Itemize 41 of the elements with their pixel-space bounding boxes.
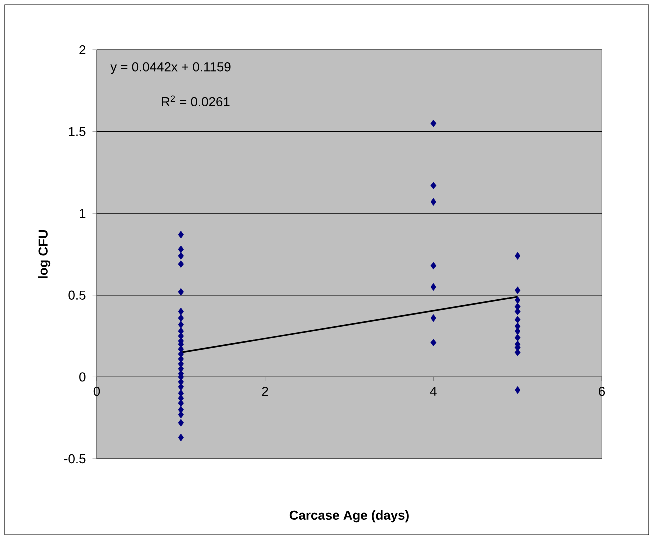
y-axis-title: log CFU — [38, 230, 51, 278]
point — [430, 339, 437, 347]
point — [514, 296, 521, 304]
x-tick-label: 6 — [599, 386, 606, 396]
point — [178, 434, 184, 442]
point — [514, 316, 521, 324]
point — [178, 308, 184, 316]
y-tick-label: 0.5 — [68, 290, 86, 300]
point — [514, 386, 521, 394]
point — [430, 262, 437, 270]
x-axis-title: Carcase Age (days) — [290, 510, 409, 523]
point — [178, 252, 184, 260]
point — [178, 246, 184, 254]
point — [178, 314, 184, 322]
point — [430, 314, 437, 322]
point — [514, 334, 521, 342]
x-tick-label: 2 — [262, 386, 268, 396]
y-tick-label: 1.5 — [69, 127, 86, 136]
point — [514, 286, 521, 294]
point — [430, 283, 437, 292]
x-tick-label: 4 — [430, 386, 437, 396]
point — [178, 288, 184, 296]
annotation: R$^{2}$ = 0.0261 — [162, 96, 230, 107]
point — [430, 182, 437, 190]
point — [430, 120, 437, 128]
point — [430, 198, 437, 206]
y-tick-label: 0 — [80, 372, 86, 382]
point — [178, 321, 184, 329]
point — [514, 328, 521, 336]
y-tick-label: 2 — [80, 45, 86, 55]
point — [514, 252, 521, 260]
y-tick-label: 1 — [80, 209, 86, 218]
point — [178, 419, 184, 427]
x-tick-label: 0 — [94, 386, 100, 396]
point — [178, 383, 184, 391]
point — [178, 231, 184, 239]
y-tick-label: -0.5 — [64, 454, 86, 464]
point — [178, 400, 184, 408]
point — [178, 260, 184, 268]
point — [178, 411, 184, 419]
annotation: y = 0.0442x + 0.1159 — [110, 62, 231, 74]
